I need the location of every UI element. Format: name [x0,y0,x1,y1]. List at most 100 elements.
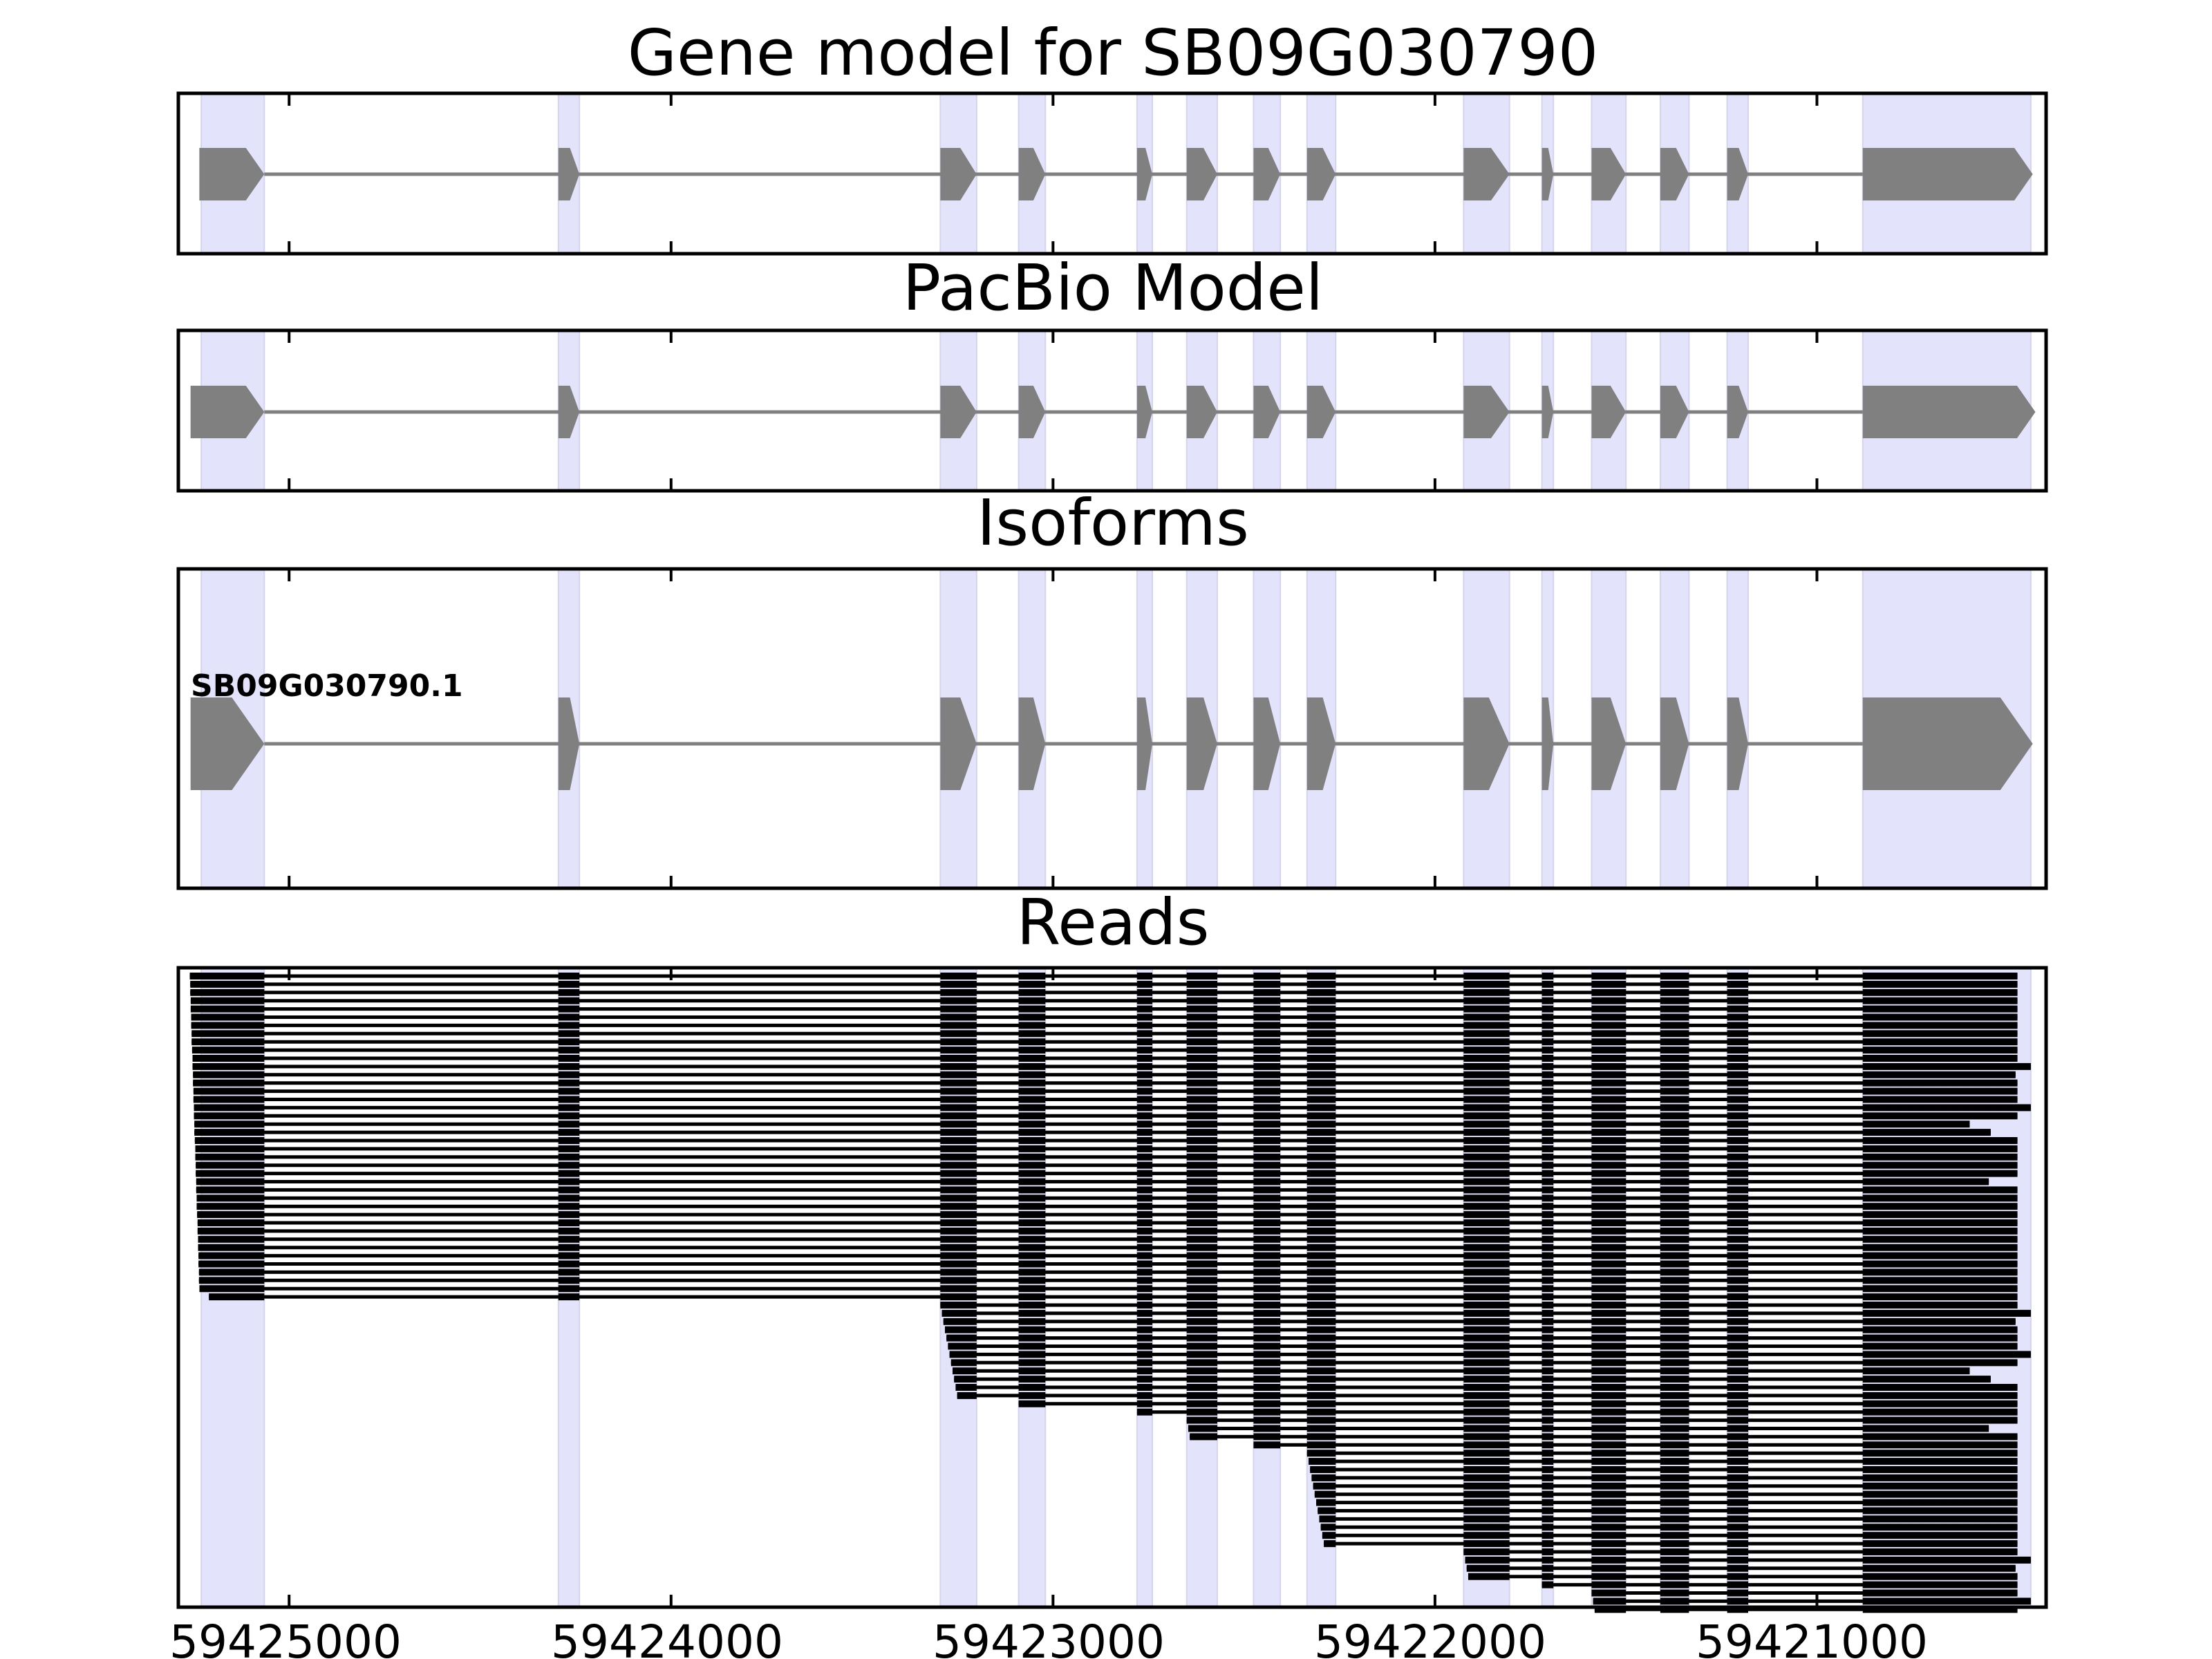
read-exon-block [1660,1318,1689,1325]
read-exon-block [1660,1170,1689,1177]
read-exon-block [1541,1285,1554,1293]
read-exon-block [1541,1252,1554,1259]
read-exon-block [1136,1376,1153,1383]
read-exon-block [1862,1507,2018,1515]
read-exon-block [1591,1581,1627,1588]
read-exon-block [1018,1013,1046,1021]
read-exon-block [558,1062,580,1070]
read-exon-block [1136,1071,1153,1078]
read-exon-block [940,1071,977,1078]
read-exon-block [940,1062,977,1070]
read-exon-block [1541,1318,1554,1325]
read-exon-block [1018,1359,1046,1367]
read-exon-block [190,980,265,988]
read-exon-block [1463,1071,1510,1078]
read-exon-block [1253,1096,1281,1103]
read-exon-block [196,1161,265,1169]
read-exon-block [1306,1022,1336,1029]
read-exon-block [1253,1203,1281,1210]
read-exon-block [1310,1466,1336,1473]
read-exon-block [1253,1342,1281,1350]
read-exon-block [1541,1005,1554,1013]
read-exon-block [1541,1178,1554,1185]
read-exon-block [558,1112,580,1120]
panel-gene-model [176,91,2048,256]
read-exon-block [954,1376,977,1383]
read-exon-block [1862,1589,2018,1597]
read-exon-block [1660,1597,1689,1605]
exon-block [1862,148,2033,200]
read-exon-block [1541,1087,1554,1095]
read-exon-block [1463,1022,1510,1029]
read-exon-block [1862,1367,1970,1375]
read-exon-block [1314,1490,1336,1498]
read-exon-block [1591,1556,1627,1564]
read-exon-block [1541,1474,1554,1481]
read-exon-block [1253,1170,1281,1177]
exon-block [1136,697,1153,790]
read-exon-block [1660,1129,1689,1136]
read-exon-block [558,1203,580,1210]
read-exon-block [1727,1062,1749,1070]
read-exon-block [1018,1235,1046,1243]
read-exon-block [1463,1047,1510,1054]
read-exon-block [1591,1186,1627,1194]
read-exon-block [1018,1260,1046,1268]
exon-block [1660,148,1689,200]
read-exon-block [558,1153,580,1161]
read-exon-block [558,1022,580,1029]
read-exon-block [940,1161,977,1169]
read-exon-block [1591,1112,1627,1120]
read-exon-block [1862,988,2018,996]
read-exon-block [1306,1219,1336,1226]
read-exon-block [1862,1597,2031,1605]
read-exon-block [1862,1416,2018,1424]
read-exon-block [1018,1219,1046,1226]
read-exon-block [1253,1376,1281,1383]
read-exon-block [1591,1087,1627,1095]
read-exon-block [193,1079,265,1087]
read-exon-block [1018,1178,1046,1185]
read-exon-block [1018,1342,1046,1350]
read-exon-block [1186,1161,1217,1169]
read-exon-block [940,1030,977,1038]
read-exon-block [1660,1581,1689,1588]
read-exon-block [1018,1121,1046,1128]
read-exon-block [1727,1367,1749,1375]
exon-block [1186,386,1217,438]
read-exon-block [940,1153,977,1161]
read-exon-block [1591,1096,1627,1103]
read-exon-block [1660,1293,1689,1301]
read-exon-block [1862,1450,2018,1457]
read-exon-block [1463,1186,1510,1194]
read-exon-block [1727,1318,1749,1325]
read-exon-block [209,1293,265,1301]
read-exon-block [1862,1129,1991,1136]
read-exon-block [1727,1597,1749,1605]
read-exon-block [1591,1400,1627,1407]
read-exon-block [1463,1474,1510,1481]
read-exon-block [558,1137,580,1144]
read-exon-block [1660,1482,1689,1490]
read-exon-block [1463,1400,1510,1407]
read-exon-block [1862,1013,2018,1021]
read-exon-block [1541,1367,1554,1375]
read-exon-block [1136,1079,1153,1087]
read-exon-block [191,1013,265,1021]
read-exon-block [1862,1524,2018,1531]
read-exon-block [1463,1235,1510,1243]
read-exon-block [1862,1391,2018,1399]
read-exon-block [1660,1433,1689,1441]
read-exon-block [1306,1055,1336,1062]
read-exon-block [1541,1170,1554,1177]
read-exon-block [1862,1055,2018,1062]
read-exon-block [1660,1277,1689,1284]
read-exon-block [1660,1466,1689,1473]
read-exon-block [1862,1235,2018,1243]
read-exon-block [1862,1474,2018,1481]
read-exon-block [1018,1030,1046,1038]
read-exon-block [1463,973,1510,980]
read-exon-block [1018,1129,1046,1136]
read-exon-block [1862,1482,2018,1490]
exon-block [1591,697,1627,790]
